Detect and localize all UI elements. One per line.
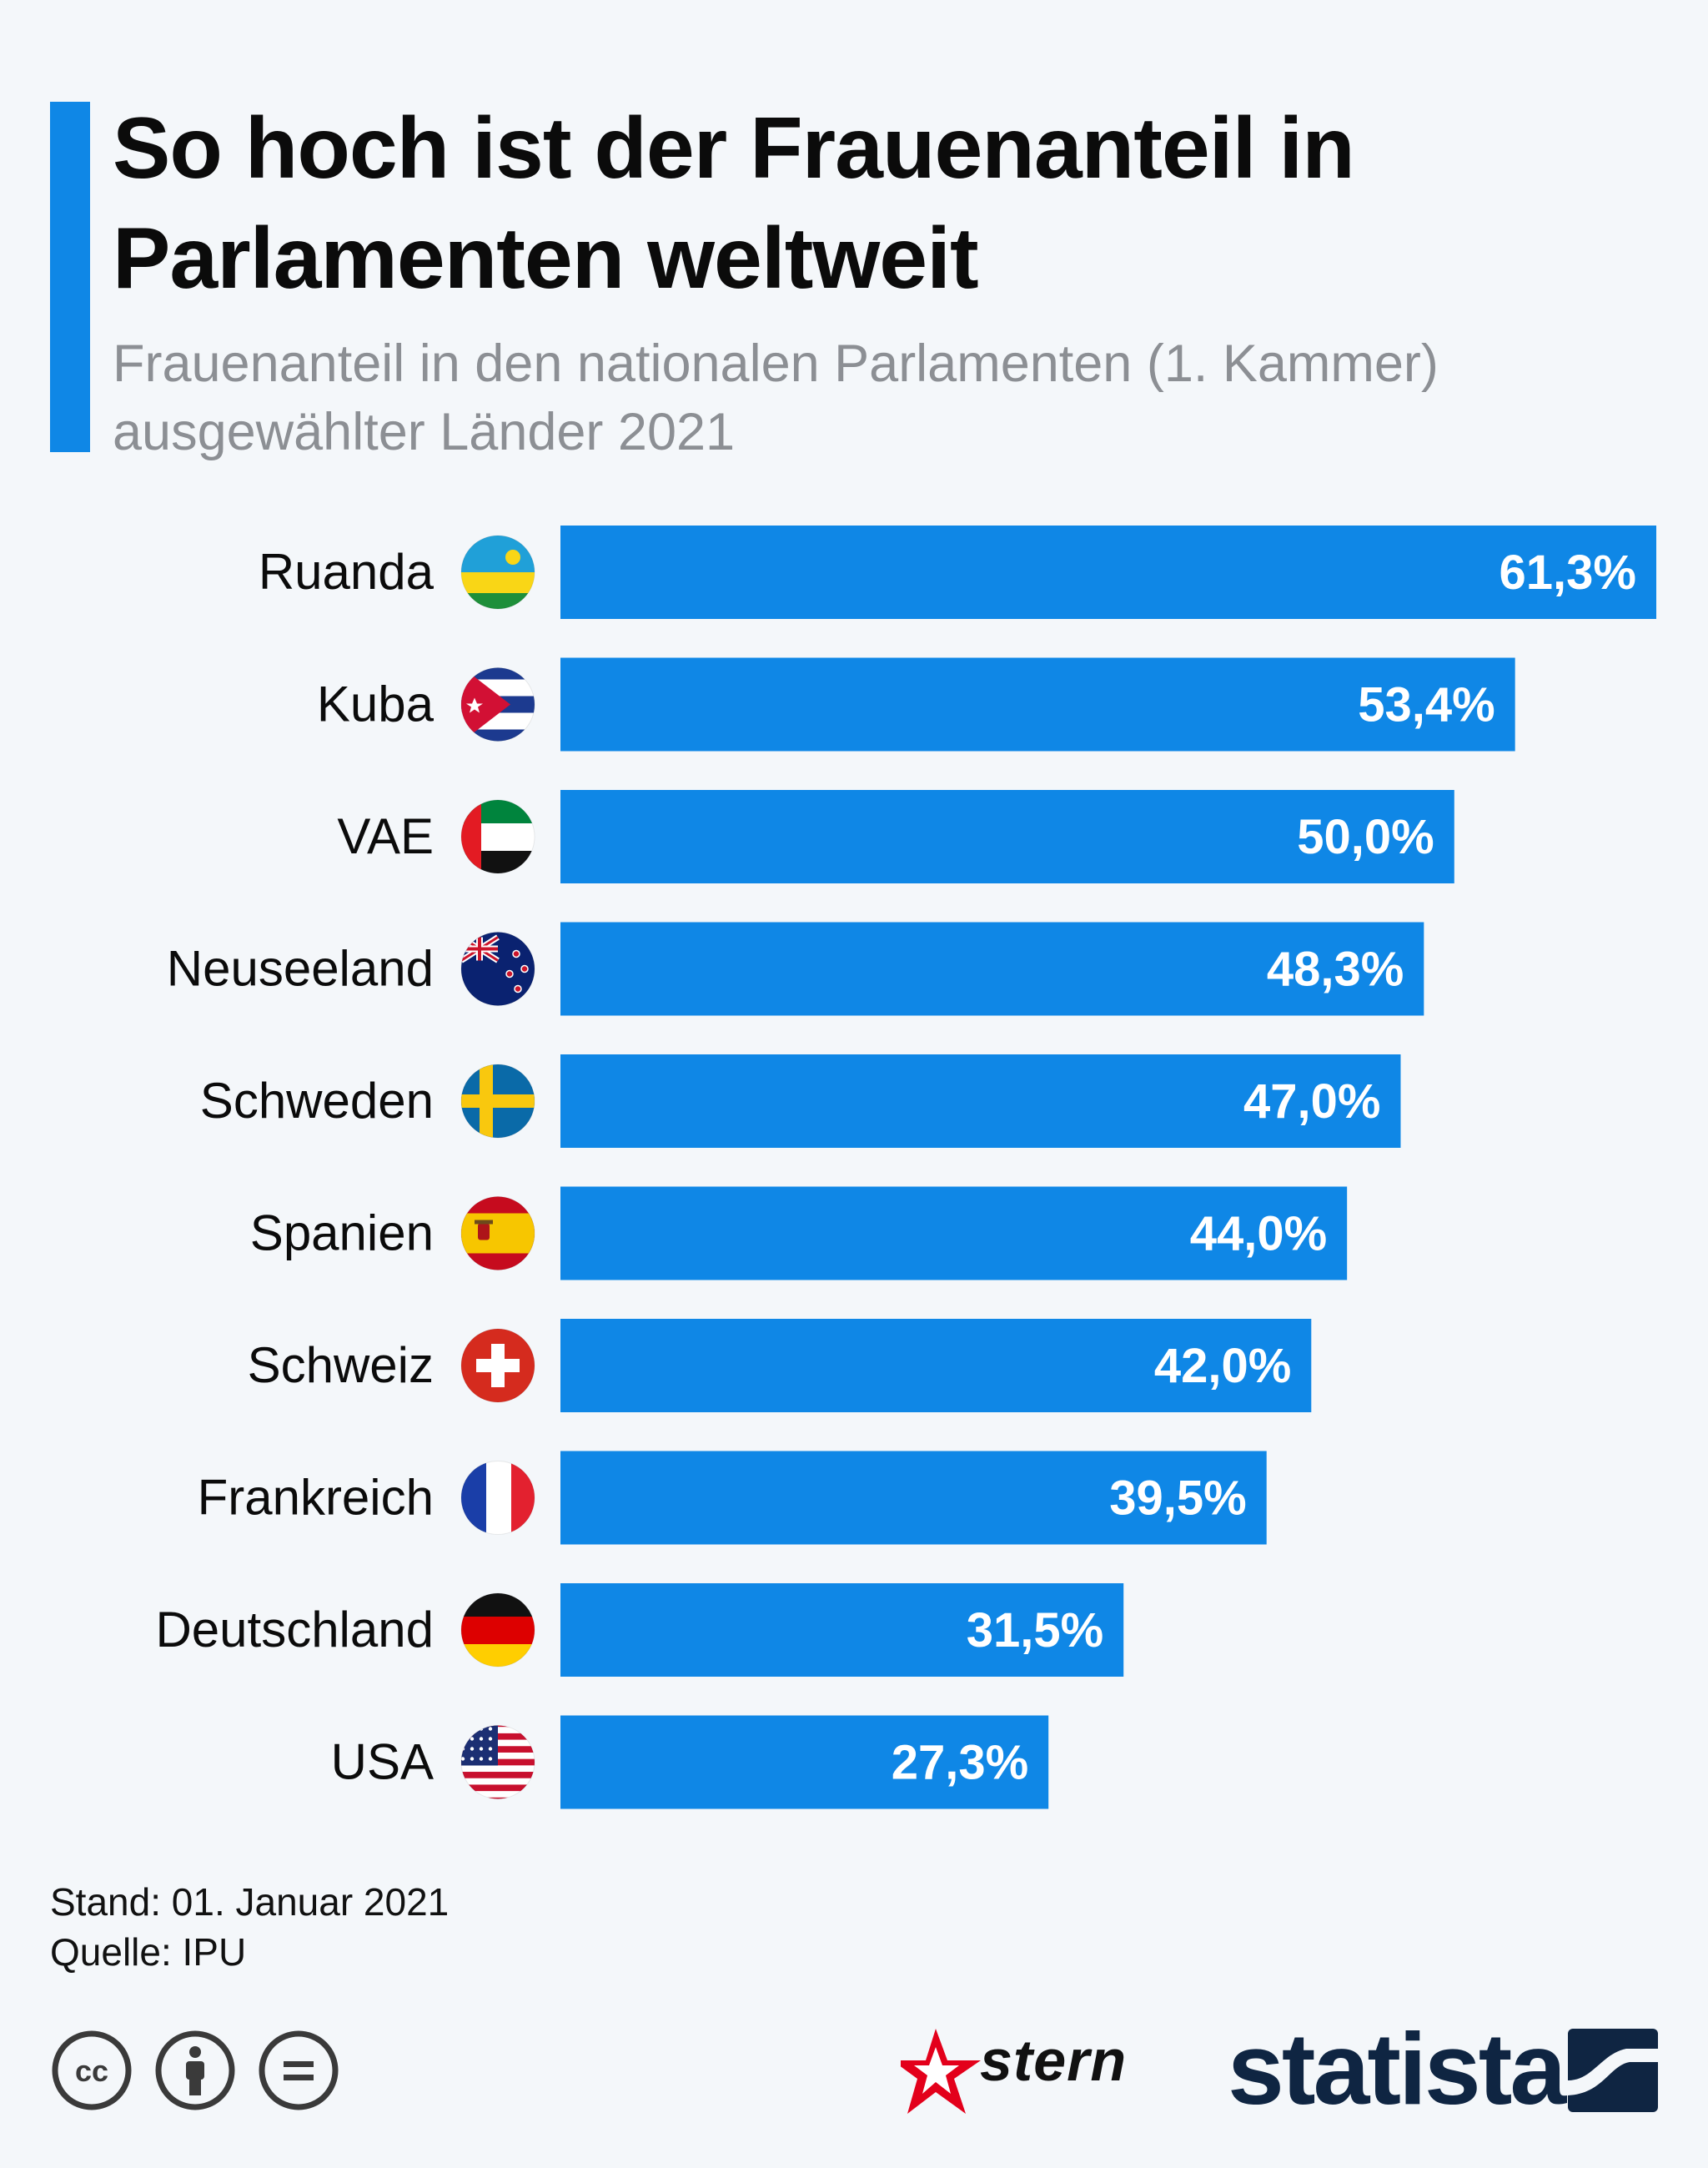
value-label: 47,0% — [1243, 1074, 1380, 1129]
value-label: 44,0% — [1190, 1207, 1327, 1261]
bar — [560, 1186, 1348, 1280]
bar — [560, 1583, 1124, 1677]
value-label: 42,0% — [1154, 1339, 1291, 1393]
new-zealand-flag-icon — [460, 932, 535, 1006]
rwanda-flag-icon — [460, 535, 535, 610]
category-label: Kuba — [317, 677, 435, 732]
chart-subtitle: Frauenanteil in den nationalen Parlament… — [113, 335, 1439, 461]
value-label: 61,3% — [1500, 546, 1636, 600]
title-accent-bar — [50, 102, 90, 452]
germany-flag-icon — [460, 1592, 535, 1667]
bar — [560, 1319, 1312, 1412]
uae-flag-icon — [460, 799, 535, 874]
no-derivatives-icon[interactable] — [257, 2029, 340, 2112]
category-label: USA — [331, 1734, 434, 1790]
switzerland-flag-icon — [460, 1328, 535, 1403]
stern-logo-star-icon — [901, 2029, 981, 2114]
statista-logo-icon — [1568, 2029, 1658, 2112]
bar — [560, 526, 1656, 619]
value-label: 31,5% — [967, 1603, 1103, 1657]
chart-title: So hoch ist der Frauenanteil in Parlamen… — [113, 100, 1355, 307]
footer-notes: Stand: 01. Januar 2021 Quelle: IPU — [50, 1877, 449, 1977]
france-flag-icon — [460, 1461, 535, 1535]
category-label: Schweiz — [248, 1337, 434, 1393]
license-icons: cc — [50, 2029, 340, 2112]
category-label: Neuseeland — [167, 941, 434, 997]
stern-logo-text: stern — [980, 2028, 1128, 2093]
source-note: Quelle: IPU — [50, 1930, 247, 1974]
usa-flag-icon — [460, 1725, 535, 1799]
category-label: Ruanda — [259, 544, 435, 600]
stand-note: Stand: 01. Januar 2021 — [50, 1880, 450, 1924]
cuba-flag-icon — [460, 667, 535, 742]
bar — [560, 657, 1515, 752]
bar — [560, 790, 1454, 883]
bar — [560, 922, 1424, 1016]
attribution-icon[interactable] — [153, 2029, 237, 2112]
creative-commons-icon[interactable]: cc — [50, 2029, 133, 2112]
sweden-flag-icon — [460, 1064, 535, 1139]
category-label: Spanien — [250, 1205, 434, 1261]
spain-flag-icon — [460, 1196, 535, 1270]
statista-logo-text: statista — [1228, 2012, 1566, 2125]
value-label: 48,3% — [1267, 943, 1404, 997]
category-label: Schweden — [200, 1073, 434, 1129]
value-label: 39,5% — [1109, 1471, 1246, 1526]
value-label: 53,4% — [1358, 678, 1494, 732]
bar-chart: Ruanda 61,3% Kuba 53,4% VAE 50,0% Neuseeland 48… — [155, 526, 1656, 1809]
bar — [560, 1715, 1049, 1809]
category-label: VAE — [337, 808, 434, 864]
value-label: 50,0% — [1297, 810, 1434, 864]
category-label: Frankreich — [198, 1470, 434, 1526]
value-label: 27,3% — [892, 1736, 1028, 1790]
svg-text:cc: cc — [75, 2054, 108, 2088]
category-label: Deutschland — [155, 1602, 434, 1657]
bar — [560, 1451, 1267, 1545]
bar — [560, 1054, 1401, 1148]
